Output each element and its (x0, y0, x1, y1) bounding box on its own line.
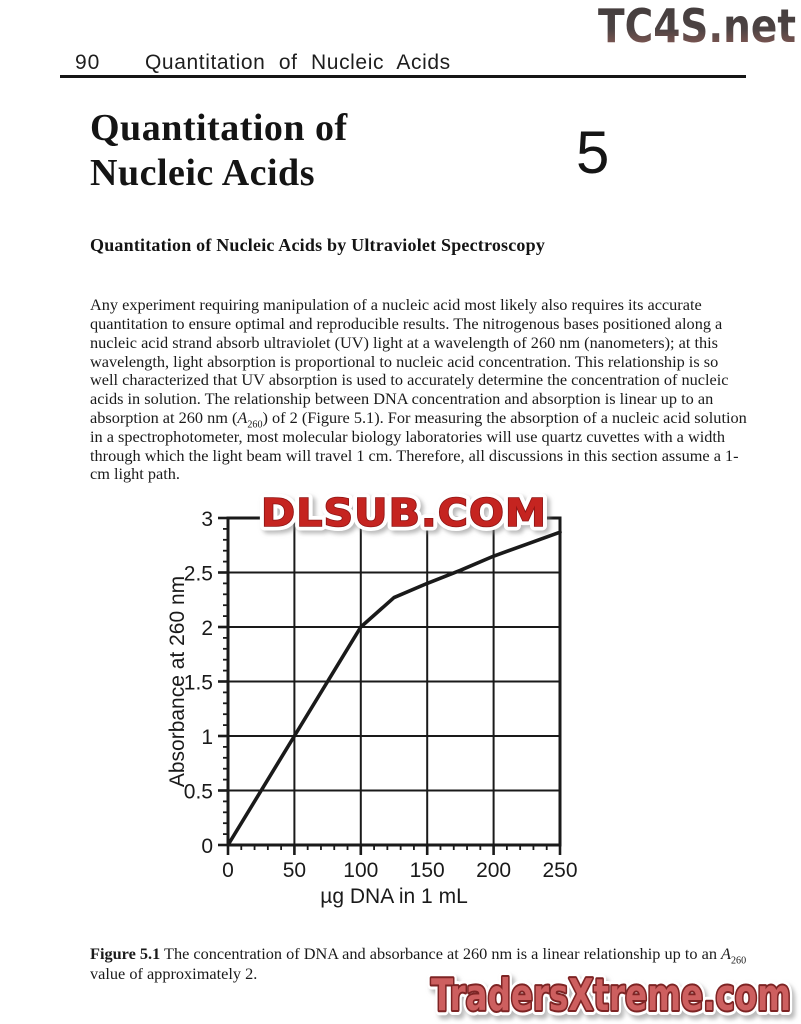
absorbance-subscript: 260 (247, 419, 263, 431)
absorbance-symbol: A (237, 408, 248, 428)
y-tick-label: 2.5 (184, 563, 213, 586)
tc4s-logo-text: TC4S.net (598, 0, 796, 53)
tc4s-logo-watermark: TC4S.net (598, 0, 796, 53)
x-tick-label: 100 (343, 859, 378, 882)
figure-5-1-line-chart: 0 50 100 150 200 250 0 0.5 1 1.5 2 2.5 3 µg DNA in 1 … (166, 508, 578, 908)
plot-border (226, 516, 562, 847)
figure-caption-part2: value of approximately 2. (90, 963, 258, 983)
y-tick-label: 1 (201, 726, 213, 749)
page-number: 90 (75, 51, 101, 74)
absorbance-curve (226, 530, 562, 847)
y-axis-label: Absorbance at 260 nm (166, 576, 189, 787)
x-tick-label: 250 (542, 859, 577, 882)
y-tick-label: 2 (201, 617, 213, 640)
body-text-part1: Any experiment requiring manipulation of… (90, 295, 729, 428)
figure-caption: Figure 5.1 The concentration of DNA and … (90, 944, 758, 983)
header-rule (60, 75, 746, 78)
running-head: 90 Quantitation of Nucleic Acids (75, 51, 745, 75)
chapter-title-line2: Nucleic Acids (90, 152, 315, 194)
x-tick-label: 0 (222, 859, 234, 882)
section-heading: Quantitation of Nucleic Acids by Ultravi… (90, 235, 546, 255)
x-tick-label: 50 (283, 859, 306, 882)
y-tick-label: 0 (201, 835, 213, 858)
y-tick-label: 0.5 (184, 781, 213, 804)
x-axis-label: µg DNA in 1 mL (320, 885, 468, 908)
caption-absorbance-subscript: 260 (731, 955, 747, 967)
body-text-part2: ) of 2 (Figure 5.1). For measuring the a… (90, 408, 747, 484)
figure-caption-label: Figure 5.1 (90, 944, 161, 964)
chapter-title-line1: Quantitation of (90, 107, 348, 149)
y-tick-label: 1.5 (184, 672, 213, 695)
x-tick-label: 200 (476, 859, 511, 882)
caption-absorbance-symbol: A (721, 944, 731, 964)
body-paragraph: Any experiment requiring manipulation of… (90, 295, 748, 484)
chapter-title: Quantitation of Nucleic Acids (90, 106, 348, 196)
running-title: Quantitation of Nucleic Acids (145, 51, 451, 74)
chapter-number: 5 (576, 119, 610, 186)
x-tick-label: 150 (410, 859, 445, 882)
y-tick-label: 3 (201, 508, 213, 531)
figure-caption-part1: The concentration of DNA and absorbance … (160, 944, 722, 964)
